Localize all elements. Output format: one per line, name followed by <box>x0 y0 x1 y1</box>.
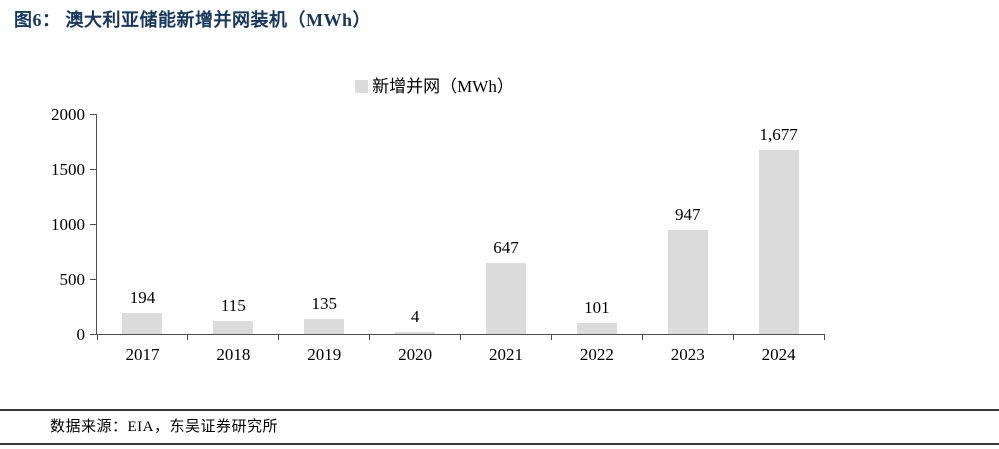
bar-value-label: 194 <box>129 287 156 307</box>
y-axis-label: 1000 <box>51 215 85 234</box>
bar-2017 <box>122 312 163 334</box>
y-axis-label: 500 <box>59 270 86 289</box>
bar-value-label: 947 <box>674 204 701 224</box>
x-axis-tick <box>460 334 461 340</box>
x-axis-tick <box>187 334 189 340</box>
figure-title: 图6： 澳大利亚储能新增并网装机（MWh） <box>14 10 371 30</box>
y-axis-tick <box>90 223 96 225</box>
x-axis-label: 2019 <box>307 345 342 364</box>
bar-value-label: 647 <box>493 237 519 257</box>
y-axis-label: 2000 <box>51 105 85 124</box>
bar-2024 <box>758 149 799 334</box>
bar-2019 <box>304 319 345 334</box>
x-axis-tick <box>96 334 98 340</box>
x-axis-tick <box>550 334 552 340</box>
source-divider-top <box>0 409 999 411</box>
x-axis-label: 2017 <box>125 345 160 364</box>
bar-2023 <box>667 229 708 334</box>
plot-area: 0 500 1000 1500 2000 194 2017 115 2018 135 2019 4 20… <box>51 106 825 363</box>
y-axis-tick <box>90 113 96 115</box>
y-axis-label: 0 <box>76 325 86 344</box>
legend-label: 新增并网（MWh） <box>372 77 514 96</box>
y-axis-tick <box>90 168 96 170</box>
chart-panel: 新增并网（MWh） 0 500 1000 1500 2000 194 2017 115 2018… <box>14 62 855 400</box>
x-axis-label: 2024 <box>761 345 796 364</box>
bar-2018 <box>213 321 254 334</box>
bar-2022 <box>576 322 617 334</box>
x-axis-label: 2022 <box>579 345 614 364</box>
x-axis-label: 2018 <box>216 345 251 364</box>
x-axis-tick <box>278 334 280 340</box>
x-axis-label: 2020 <box>398 345 433 364</box>
x-axis-tick <box>641 334 643 340</box>
legend-swatch-icon <box>355 80 369 93</box>
bar-value-label: 4 <box>410 307 420 326</box>
y-axis-tick <box>90 333 96 335</box>
bar-value-label: 115 <box>220 296 246 316</box>
bar-value-label: 101 <box>584 297 610 317</box>
x-axis-tick <box>823 334 825 340</box>
chart-legend: 新增并网（MWh） <box>14 78 855 95</box>
x-axis-tick <box>732 334 734 340</box>
x-axis-label: 2021 <box>488 345 523 364</box>
data-source-note: 数据来源：EIA，东吴证券研究所 <box>50 419 278 435</box>
source-divider-bottom <box>0 443 999 445</box>
bar-value-label: 1,677 <box>759 124 798 144</box>
y-axis-label: 1500 <box>51 160 85 179</box>
y-axis-tick <box>90 278 96 280</box>
x-axis-label: 2023 <box>670 345 705 364</box>
bar-value-label: 135 <box>311 294 337 314</box>
bar-2020 <box>395 332 436 334</box>
bar-2021 <box>485 262 526 334</box>
x-axis-tick <box>369 334 371 340</box>
